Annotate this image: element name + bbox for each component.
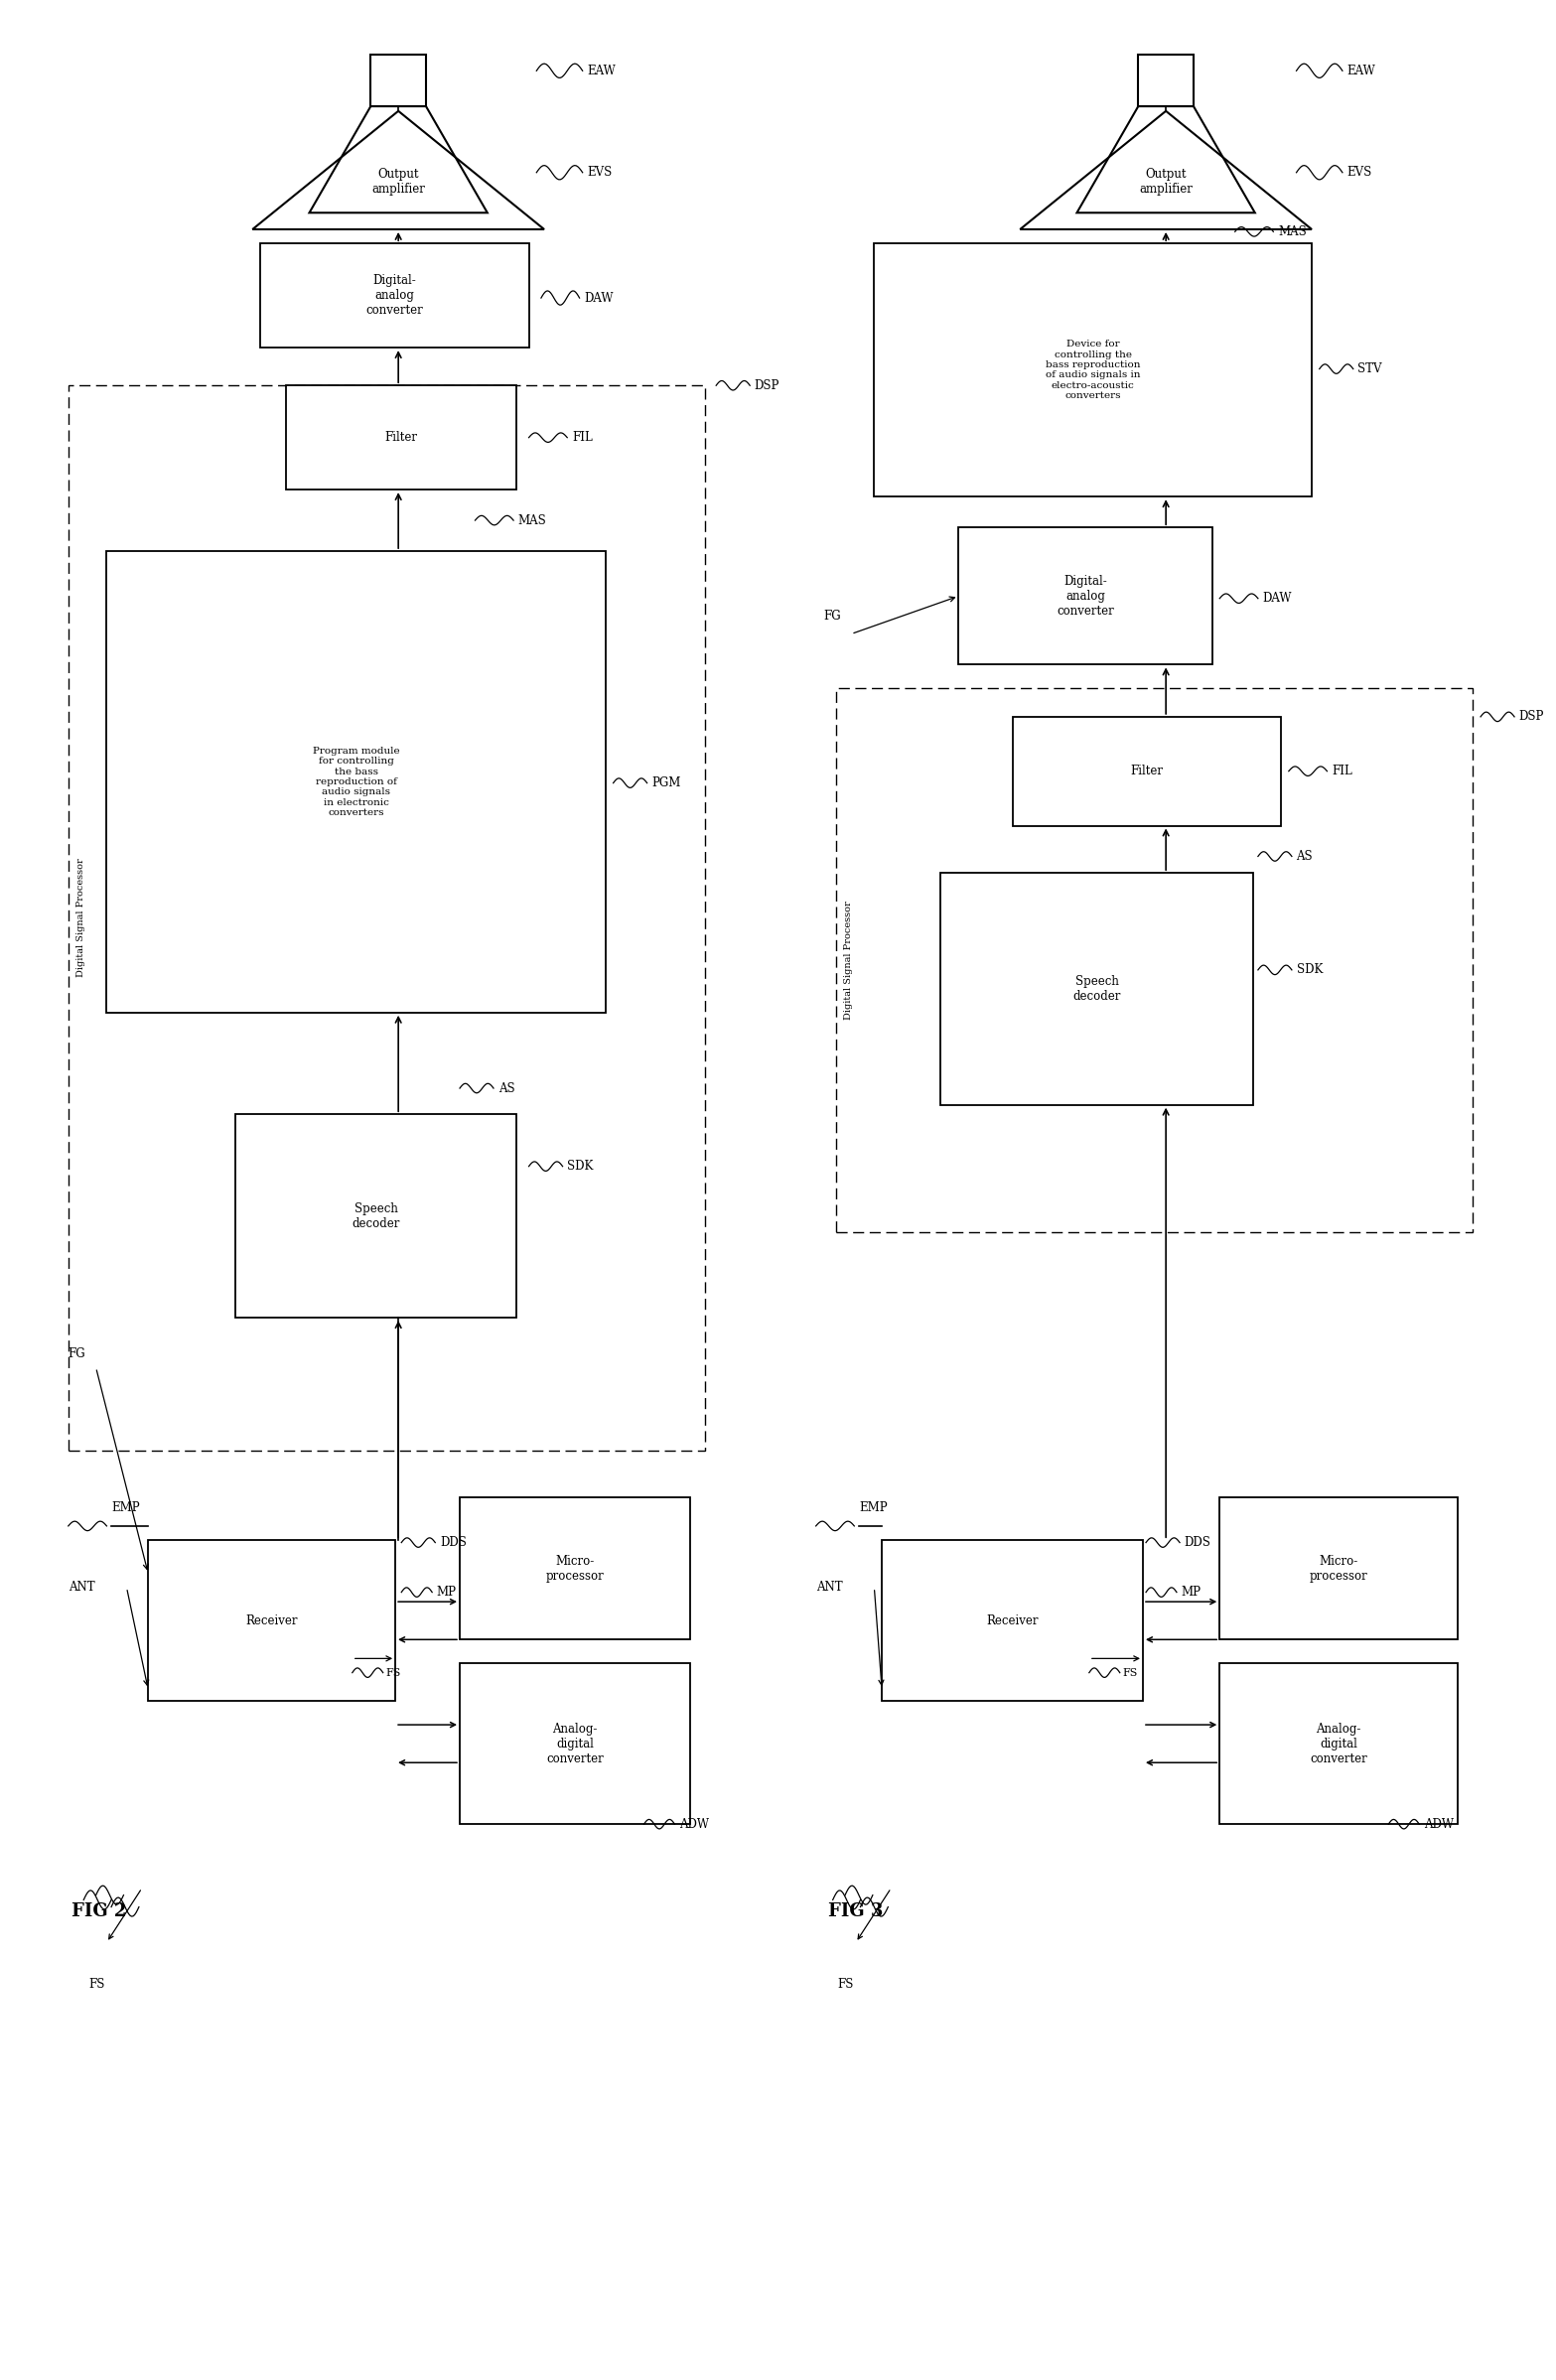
Bar — [68, 386, 705, 1449]
Text: Output
amplifier: Output amplifier — [1139, 169, 1192, 195]
Text: ANT: ANT — [815, 1580, 842, 1595]
Bar — [958, 528, 1212, 664]
Text: DAW: DAW — [1262, 593, 1291, 605]
Bar — [459, 1664, 689, 1823]
Bar — [1220, 1497, 1458, 1640]
Text: Output
amplifier: Output amplifier — [372, 169, 425, 195]
Text: DSP: DSP — [755, 378, 780, 393]
Text: AS: AS — [1296, 850, 1313, 864]
Text: Filter: Filter — [1130, 764, 1162, 778]
Bar — [260, 243, 529, 347]
Text: Analog-
digital
converter: Analog- digital converter — [546, 1723, 604, 1766]
Text: DSP: DSP — [1519, 709, 1544, 724]
Text: FS: FS — [386, 1668, 401, 1678]
Text: FS: FS — [89, 1978, 104, 1990]
Text: EVS: EVS — [587, 167, 612, 178]
Bar — [836, 688, 1474, 1233]
Text: Digital Signal Processor: Digital Signal Processor — [843, 902, 853, 1021]
Text: EMP: EMP — [859, 1502, 887, 1514]
Text: PGM: PGM — [652, 776, 682, 790]
Bar — [286, 386, 517, 490]
Bar — [940, 873, 1254, 1104]
Bar — [874, 243, 1312, 497]
Text: ADW: ADW — [680, 1818, 710, 1830]
Text: AS: AS — [498, 1083, 515, 1095]
Text: EVS: EVS — [1347, 167, 1372, 178]
Text: ADW: ADW — [1424, 1818, 1453, 1830]
Text: FIG 2: FIG 2 — [72, 1902, 126, 1921]
Text: Device for
controlling the
bass reproduction
of audio signals in
electro-acousti: Device for controlling the bass reproduc… — [1046, 340, 1141, 400]
Text: STV: STV — [1358, 362, 1382, 376]
Text: FG: FG — [823, 609, 842, 621]
Text: FS: FS — [1123, 1668, 1137, 1678]
Bar — [148, 1540, 395, 1702]
Bar — [882, 1540, 1142, 1702]
Text: SDK: SDK — [568, 1159, 593, 1173]
Text: SDK: SDK — [1296, 964, 1323, 976]
Text: EAW: EAW — [587, 64, 616, 76]
Text: Program module
for controlling
the bass
reproduction of
audio signals
in electro: Program module for controlling the bass … — [313, 747, 400, 816]
Text: Micro-
processor: Micro- processor — [1310, 1554, 1368, 1583]
Text: Receiver: Receiver — [987, 1614, 1038, 1628]
Bar — [1139, 55, 1193, 107]
Text: FG: FG — [68, 1347, 86, 1361]
Text: MAS: MAS — [518, 514, 546, 526]
Text: Digital Signal Processor: Digital Signal Processor — [76, 859, 86, 978]
Text: Digital-
analog
converter: Digital- analog converter — [366, 274, 423, 317]
Text: Micro-
processor: Micro- processor — [546, 1554, 604, 1583]
Bar — [107, 552, 605, 1011]
Text: Receiver: Receiver — [246, 1614, 297, 1628]
Bar — [1220, 1664, 1458, 1823]
Text: FIL: FIL — [1332, 764, 1352, 778]
Text: DDS: DDS — [1184, 1535, 1211, 1549]
Text: DDS: DDS — [440, 1535, 467, 1549]
Text: FIL: FIL — [571, 431, 593, 445]
Text: Speech
decoder: Speech decoder — [1072, 976, 1120, 1002]
Text: MP: MP — [1181, 1585, 1201, 1599]
Text: MP: MP — [437, 1585, 456, 1599]
Text: FIG 3: FIG 3 — [828, 1902, 884, 1921]
Text: Digital-
analog
converter: Digital- analog converter — [1057, 574, 1114, 616]
Text: EAW: EAW — [1347, 64, 1376, 76]
Bar — [1013, 716, 1281, 826]
Text: Filter: Filter — [384, 431, 419, 445]
Bar — [459, 1497, 689, 1640]
Text: Analog-
digital
converter: Analog- digital converter — [1310, 1723, 1368, 1766]
Text: EMP: EMP — [112, 1502, 140, 1514]
Text: FS: FS — [837, 1978, 854, 1990]
Text: DAW: DAW — [584, 290, 613, 305]
Bar — [235, 1114, 517, 1319]
Text: Speech
decoder: Speech decoder — [352, 1202, 400, 1230]
Text: MAS: MAS — [1277, 226, 1307, 238]
Bar — [370, 55, 426, 107]
Text: ANT: ANT — [68, 1580, 95, 1595]
